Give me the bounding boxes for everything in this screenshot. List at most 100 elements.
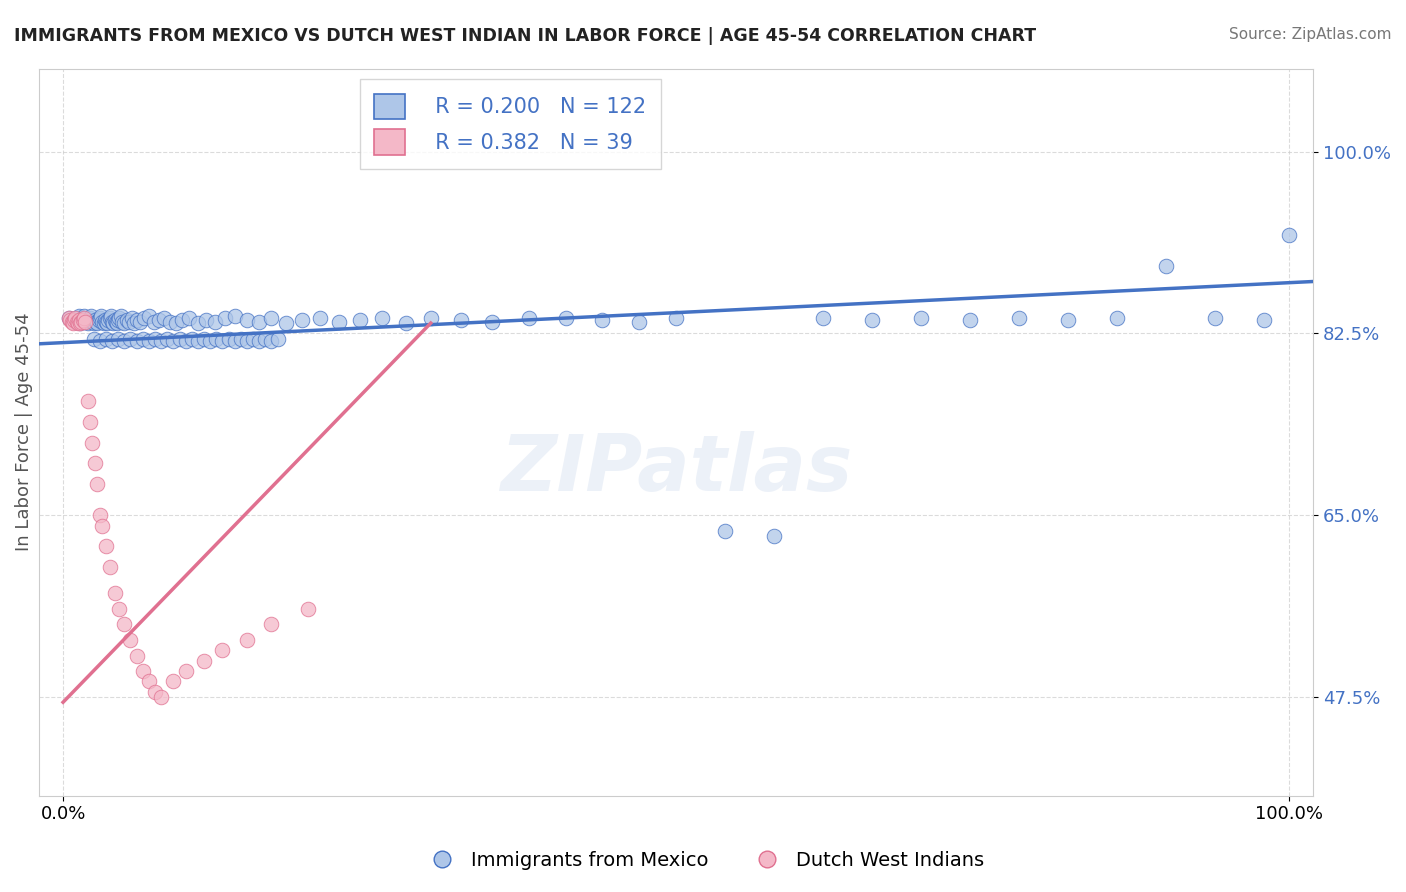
Point	[211, 334, 233, 348]
Point	[260, 334, 283, 348]
Point	[94, 332, 117, 346]
Point	[72, 313, 94, 327]
Point	[665, 310, 688, 325]
Point	[94, 540, 117, 554]
Point	[152, 310, 174, 325]
Point	[224, 309, 246, 323]
Point	[159, 315, 181, 329]
Point	[211, 643, 233, 657]
Point	[65, 315, 87, 329]
Point	[108, 601, 131, 615]
Point	[162, 674, 184, 689]
Point	[105, 316, 128, 330]
Point	[179, 310, 201, 325]
Point	[86, 316, 108, 330]
Point	[169, 332, 191, 346]
Point	[247, 315, 270, 329]
Point	[58, 310, 80, 325]
Point	[554, 310, 576, 325]
Point	[162, 334, 184, 348]
Point	[156, 332, 179, 346]
Point	[76, 394, 98, 409]
Point	[120, 332, 142, 346]
Point	[224, 334, 246, 348]
Point	[87, 313, 110, 327]
Point	[260, 310, 283, 325]
Point	[628, 315, 651, 329]
Point	[260, 617, 283, 632]
Point	[132, 332, 155, 346]
Point	[101, 334, 124, 348]
Point	[125, 334, 148, 348]
Point	[129, 315, 152, 329]
Point	[395, 316, 418, 330]
Point	[65, 315, 87, 329]
Point	[349, 313, 371, 327]
Point	[91, 315, 114, 329]
Point	[110, 309, 132, 323]
Point	[236, 632, 259, 647]
Point	[143, 332, 166, 346]
Point	[89, 334, 111, 348]
Point	[174, 664, 197, 678]
Point	[762, 529, 785, 543]
Point	[60, 315, 83, 329]
Point	[236, 313, 259, 327]
Point	[125, 648, 148, 663]
Point	[79, 415, 101, 429]
Point	[66, 310, 89, 325]
Point	[148, 313, 170, 327]
Point	[112, 334, 135, 348]
Point	[62, 316, 84, 330]
Point	[132, 310, 155, 325]
Point	[242, 332, 264, 346]
Point	[77, 313, 100, 327]
Point	[108, 310, 131, 325]
Point	[174, 334, 197, 348]
Point	[104, 315, 127, 329]
Point	[76, 316, 98, 330]
Point	[165, 316, 187, 330]
Point	[59, 313, 82, 327]
Point	[62, 313, 84, 327]
Point	[118, 315, 141, 329]
Point	[297, 601, 319, 615]
Point	[1057, 313, 1080, 327]
Point	[96, 316, 118, 330]
Point	[229, 332, 252, 346]
Point	[82, 435, 104, 450]
Point	[138, 309, 160, 323]
Point	[112, 316, 135, 330]
Point	[811, 310, 834, 325]
Point	[98, 560, 121, 574]
Point	[959, 313, 981, 327]
Point	[187, 316, 209, 330]
Point	[103, 316, 125, 330]
Point	[112, 617, 135, 632]
Point	[58, 310, 80, 325]
Point	[247, 334, 270, 348]
Point	[93, 313, 115, 327]
Point	[80, 309, 103, 323]
Point	[70, 313, 93, 327]
Point	[150, 334, 173, 348]
Point	[419, 310, 441, 325]
Point	[72, 310, 94, 325]
Point	[111, 315, 134, 329]
Point	[481, 315, 503, 329]
Point	[1008, 310, 1031, 325]
Point	[450, 313, 472, 327]
Point	[138, 674, 160, 689]
Text: IMMIGRANTS FROM MEXICO VS DUTCH WEST INDIAN IN LABOR FORCE | AGE 45-54 CORRELATI: IMMIGRANTS FROM MEXICO VS DUTCH WEST IND…	[14, 27, 1036, 45]
Point	[193, 654, 215, 668]
Point	[91, 518, 114, 533]
Point	[714, 524, 737, 538]
Point	[107, 313, 129, 327]
Point	[138, 334, 160, 348]
Point	[84, 315, 107, 329]
Point	[84, 313, 107, 327]
Point	[89, 310, 111, 325]
Point	[69, 316, 91, 330]
Point	[1204, 310, 1226, 325]
Point	[103, 586, 125, 600]
